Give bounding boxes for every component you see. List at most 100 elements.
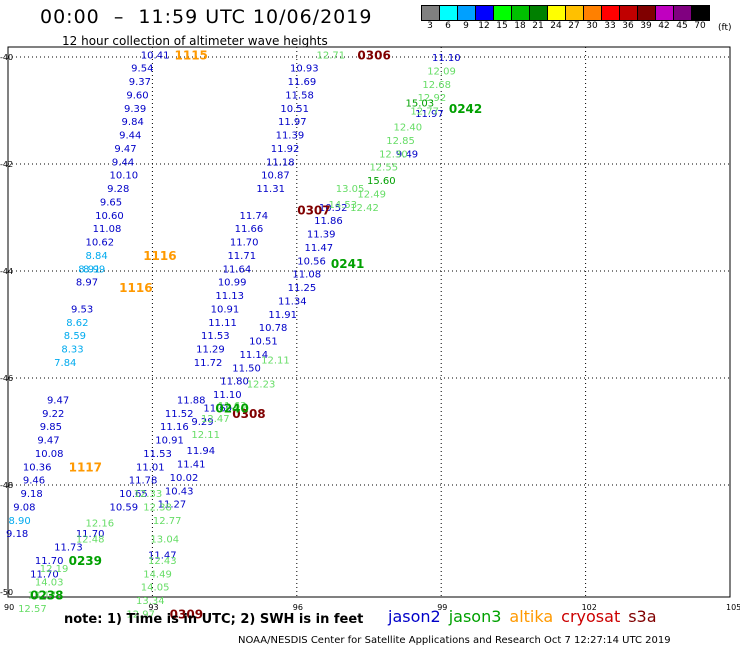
wave-height-value: 10.51 <box>249 337 278 348</box>
lon-tick-label: 96 <box>293 603 303 612</box>
scale-swatch <box>674 6 692 20</box>
wave-height-value: 11.47 <box>148 551 177 562</box>
wave-height-value: 9.08 <box>13 502 35 513</box>
scale-swatch <box>494 6 512 20</box>
wave-height-value: 14.53 <box>329 200 358 211</box>
scale-label: 21 <box>532 21 544 31</box>
scale-label: 70 <box>694 21 706 31</box>
wave-height-value: 11.70 <box>35 556 64 567</box>
pass-time-label: 0308 <box>232 407 265 421</box>
scale-swatch <box>692 6 709 20</box>
map-frame <box>7 46 731 598</box>
wave-height-value: 11.10 <box>432 53 461 64</box>
wave-height-value: 9.44 <box>112 157 134 168</box>
wave-height-value: 12.77 <box>153 516 182 527</box>
wave-height-value: 11.71 <box>227 251 256 262</box>
wave-height-value: 11.31 <box>256 184 285 195</box>
wave-height-value: 8.84 <box>85 251 107 262</box>
wave-height-value: 12.68 <box>422 80 451 91</box>
wave-height-value: 11.52 <box>165 409 194 420</box>
wave-height-value: 11.53 <box>201 331 230 342</box>
wave-height-value: 13.34 <box>136 596 165 607</box>
wave-height-value: 10.02 <box>170 473 199 484</box>
legend-item-s3a: s3a <box>628 607 657 626</box>
wave-height-value: 10.91 <box>155 436 184 447</box>
color-scale-labels: 3 6 9 12 15 18 21 24 27 30 33 36 39 42 45 70 <box>421 21 710 31</box>
wave-height-value: 11.08 <box>93 224 122 235</box>
wave-height-value: 12.48 <box>76 535 105 546</box>
satellite-legend: jason2 jason3 altika cryosat s3a <box>388 607 665 626</box>
footer-note: note: 1) Time is in UTC; 2) SWH is in fe… <box>64 612 364 627</box>
wave-height-value: 12.71 <box>316 50 345 61</box>
wave-height-value: 9.29 <box>191 417 213 428</box>
wave-height-value: 8.33 <box>61 345 83 356</box>
legend-item-jason2: jason2 <box>388 607 441 626</box>
wave-height-value: 11.34 <box>278 296 307 307</box>
wave-height-value: 11.69 <box>203 403 232 414</box>
wave-height-value: 10.91 <box>211 304 240 315</box>
wave-height-value: 9.85 <box>40 422 62 433</box>
wave-height-value: 9.37 <box>129 77 151 88</box>
wave-height-value: 11.58 <box>285 90 314 101</box>
legend-item-jason3: jason3 <box>448 607 502 626</box>
wave-height-value: 11.70 <box>30 569 59 580</box>
lat-tick-label: -48 <box>0 481 13 490</box>
lon-tick-label: 93 <box>148 603 158 612</box>
wave-height-value: 13.05 <box>336 184 365 195</box>
wave-height-value: 11.97 <box>415 109 444 120</box>
wave-height-value: 11.86 <box>314 216 343 227</box>
wave-height-value: 10.52 <box>319 203 348 214</box>
wave-height-value: 8.59 <box>64 331 86 342</box>
wave-height-value: 8.90 <box>8 516 30 527</box>
wave-height-value: 12.77 <box>410 107 439 118</box>
scale-swatch <box>458 6 476 20</box>
wave-height-value: 12.38 <box>143 502 172 513</box>
wave-height-value: 13.17 <box>28 591 57 602</box>
wave-height-value: 9.22 <box>42 409 64 420</box>
wave-height-value: 10.60 <box>95 211 124 222</box>
wave-height-value: 12.11 <box>261 355 290 366</box>
wave-height-value: 10.93 <box>290 64 319 75</box>
scale-swatch <box>440 6 458 20</box>
scale-swatch <box>656 6 674 20</box>
wave-height-value: 9.65 <box>100 197 122 208</box>
wave-height-value: 11.88 <box>177 395 206 406</box>
wave-height-value: 9.53 <box>71 304 93 315</box>
lat-tick-label: -46 <box>0 374 13 383</box>
pass-time-label: 0240 <box>215 401 248 415</box>
color-scale-bar <box>421 5 710 21</box>
wave-height-value: 11.74 <box>239 211 268 222</box>
scale-swatch <box>638 6 656 20</box>
wave-height-value: 10.59 <box>110 502 139 513</box>
wave-height-value: 9.18 <box>6 529 28 540</box>
wave-height-value: 12.47 <box>201 414 230 425</box>
wave-height-value: 11.66 <box>235 224 264 235</box>
wave-height-value: 12.49 <box>357 189 386 200</box>
wave-height-value: 9.49 <box>396 149 418 160</box>
wave-height-value: 11.47 <box>304 243 333 254</box>
scale-label: 30 <box>586 21 598 31</box>
wave-height-value: 12.92 <box>418 93 447 104</box>
wave-height-value: 11.72 <box>194 358 223 369</box>
lon-tick-label: 90 <box>4 603 14 612</box>
pass-time-label: 0242 <box>449 102 482 116</box>
scale-swatch <box>620 6 638 20</box>
wave-height-value: 11.94 <box>187 446 216 457</box>
wave-height-value: 11.73 <box>54 543 83 554</box>
scale-label: 33 <box>604 21 616 31</box>
wave-height-value: 12.11 <box>191 430 220 441</box>
wave-height-value: 9.44 <box>119 131 141 142</box>
wave-height-value: 12.57 <box>18 604 47 615</box>
wave-height-value: 11.70 <box>230 238 259 249</box>
scale-label: 45 <box>676 21 688 31</box>
wave-height-value: 12.85 <box>386 136 415 147</box>
wave-height-value: 11.14 <box>239 350 268 361</box>
wave-height-value: 11.63 <box>218 401 247 412</box>
wave-height-value: 12.40 <box>394 123 423 134</box>
wave-height-value: 11.25 <box>288 283 317 294</box>
scale-label: 6 <box>445 21 451 31</box>
wave-height-value: 12.23 <box>247 379 276 390</box>
scale-label: 15 <box>496 21 508 31</box>
pass-time-label: 0241 <box>331 257 364 271</box>
